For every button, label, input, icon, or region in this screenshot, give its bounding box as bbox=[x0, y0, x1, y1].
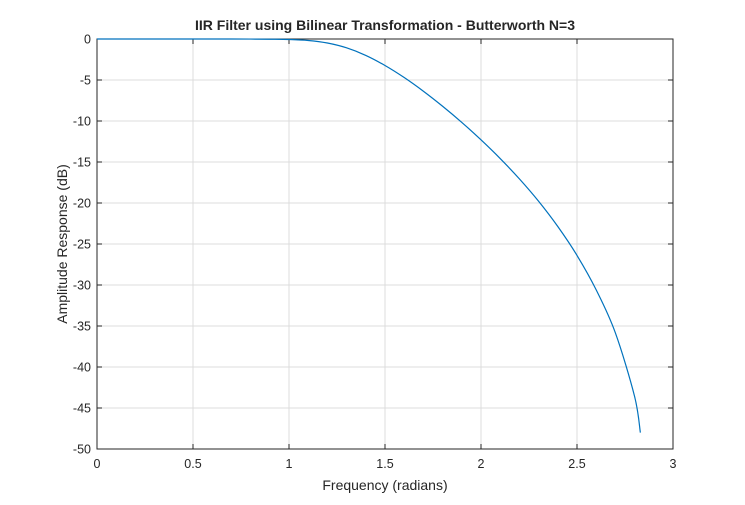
y-tick-label: -15 bbox=[73, 156, 91, 170]
y-tick-label: -5 bbox=[80, 74, 91, 88]
chart-title: IIR Filter using Bilinear Transformation… bbox=[195, 17, 575, 33]
x-tick-label: 0 bbox=[94, 457, 101, 471]
x-tick-label: 1 bbox=[286, 457, 293, 471]
y-axis-label: Amplitude Response (dB) bbox=[54, 164, 70, 324]
y-tick-labels: 0 -5 -10 -15 -20 -25 -30 -35 -40 -45 -50 bbox=[73, 33, 91, 457]
grid bbox=[97, 39, 673, 449]
y-tick-label: -40 bbox=[73, 361, 91, 375]
series-line-0 bbox=[96, 38, 641, 433]
ticks bbox=[96, 38, 674, 450]
y-tick-label: -30 bbox=[73, 279, 91, 293]
y-tick-label: 0 bbox=[84, 33, 91, 47]
x-tick-label: 2.5 bbox=[568, 457, 585, 471]
x-tick-label: 3 bbox=[670, 457, 677, 471]
x-tick-label: 1.5 bbox=[376, 457, 393, 471]
y-tick-label: -50 bbox=[73, 443, 91, 457]
x-tick-label: 0.5 bbox=[184, 457, 201, 471]
x-tick-label: 2 bbox=[478, 457, 485, 471]
y-tick-label: -35 bbox=[73, 320, 91, 334]
x-axis-label: Frequency (radians) bbox=[322, 477, 447, 493]
y-tick-label: -45 bbox=[73, 402, 91, 416]
y-tick-label: -10 bbox=[73, 115, 91, 129]
y-tick-label: -25 bbox=[73, 238, 91, 252]
series-layer bbox=[96, 38, 641, 433]
x-tick-labels: 0 0.5 1 1.5 2 2.5 3 bbox=[94, 457, 677, 471]
y-tick-label: -20 bbox=[73, 197, 91, 211]
